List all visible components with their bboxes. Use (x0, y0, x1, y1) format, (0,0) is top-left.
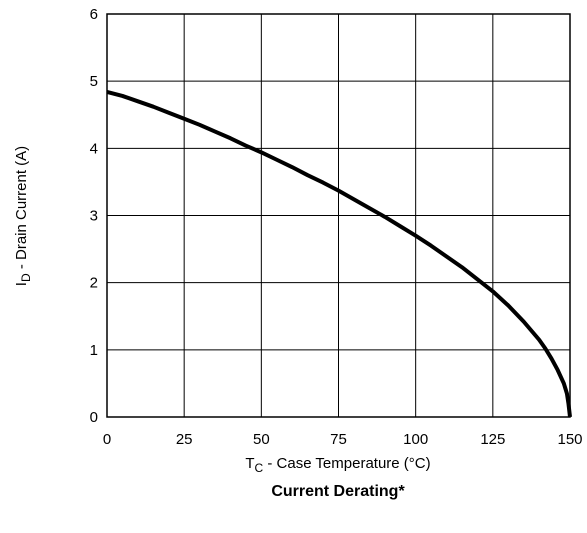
x-axis-label-main: T (245, 455, 254, 472)
x-tick-label-6: 150 (557, 431, 582, 448)
y-tick-label-1: 1 (90, 342, 98, 359)
x-axis-label-rest: - Case Temperature (°C) (263, 455, 430, 472)
y-tick-label-2: 2 (90, 275, 98, 292)
y-tick-label-3: 3 (90, 208, 98, 225)
x-tick-label-5: 125 (480, 431, 505, 448)
grid (107, 14, 570, 417)
y-axis-label: ID - Drain Current (A) (13, 146, 33, 286)
chart-title: Current Derating* (271, 483, 405, 500)
y-axis-label-main: I (13, 282, 30, 286)
y-tick-label-5: 5 (90, 73, 98, 90)
plot-frame (106, 13, 571, 418)
x-axis-label: TC - Case Temperature (°C) (245, 455, 430, 475)
x-tick-label-4: 100 (403, 431, 428, 448)
x-axis-label-sub: C (255, 461, 264, 475)
x-tick-label-1: 25 (176, 431, 193, 448)
y-tick-label-6: 6 (90, 6, 98, 23)
y-axis-label-sub: D (19, 273, 33, 282)
y-axis-label-rest: - Drain Current (A) (13, 146, 30, 274)
series-line-0 (106, 89, 572, 418)
y-tick-label-4: 4 (90, 140, 98, 157)
x-tick-label-0: 0 (103, 431, 111, 448)
series-group (106, 89, 572, 418)
x-axis-ticks: 0 25 50 75 100 125 150 (103, 431, 583, 448)
y-tick-label-0: 0 (90, 409, 98, 426)
x-tick-label-2: 50 (253, 431, 270, 448)
x-tick-label-3: 75 (330, 431, 347, 448)
y-axis-ticks: 0 1 2 3 4 5 6 (90, 6, 98, 426)
